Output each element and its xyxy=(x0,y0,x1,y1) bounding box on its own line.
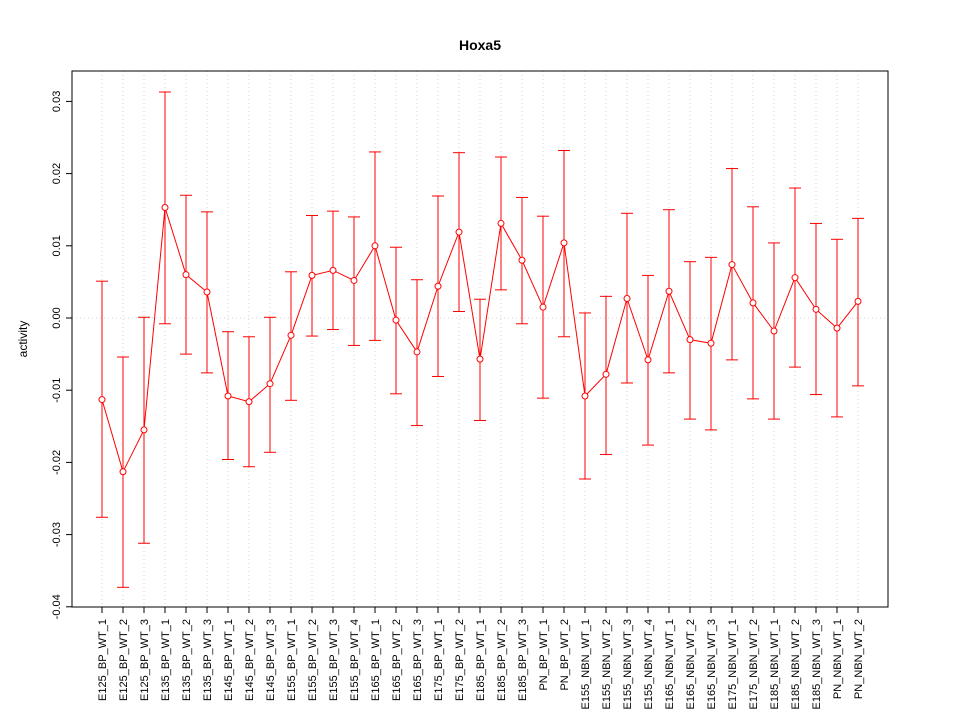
x-tick-label: E175_NBN_WT_2 xyxy=(748,619,760,710)
x-tick-label: E145_BP_WT_1 xyxy=(223,619,235,701)
x-tick-label: E125_BP_WT_3 xyxy=(139,619,151,701)
x-tick-label: E145_BP_WT_3 xyxy=(265,619,277,701)
y-tick-label: -0.03 xyxy=(51,522,63,547)
y-tick-label: -0.02 xyxy=(51,450,63,475)
data-point xyxy=(518,256,526,264)
x-tick-label: E185_BP_WT_2 xyxy=(496,619,508,701)
data-point xyxy=(287,331,295,339)
data-point xyxy=(602,370,610,378)
x-tick-label: E125_BP_WT_2 xyxy=(118,619,130,701)
y-axis-label: activity xyxy=(16,321,30,358)
data-point xyxy=(791,274,799,282)
x-tick-label: E155_BP_WT_4 xyxy=(349,619,361,701)
x-tick-label: E155_NBN_WT_1 xyxy=(580,619,592,710)
x-tick-label: E155_NBN_WT_4 xyxy=(643,619,655,710)
data-point xyxy=(413,348,421,356)
y-tick-label: 0.00 xyxy=(51,307,63,328)
data-point xyxy=(686,336,694,344)
data-point xyxy=(749,299,757,307)
data-point xyxy=(476,355,484,363)
x-tick-label: E175_NBN_WT_1 xyxy=(727,619,739,710)
x-tick-label: E165_BP_WT_2 xyxy=(391,619,403,701)
data-point xyxy=(392,316,400,324)
data-point xyxy=(350,276,358,284)
y-tick-label: -0.01 xyxy=(51,378,63,403)
y-tick-label: -0.04 xyxy=(51,594,63,619)
x-axis: E125_BP_WT_1 E125_BP_WT_2 E125_BP_WT_3 E135… xyxy=(97,607,865,710)
x-tick-label: PN_BP_WT_1 xyxy=(538,619,550,691)
data-point xyxy=(539,303,547,311)
data-point xyxy=(560,239,568,247)
x-tick-label: E135_BP_WT_2 xyxy=(181,619,193,701)
y-tick-label: 0.01 xyxy=(51,235,63,256)
data-point xyxy=(644,356,652,364)
x-tick-label: E135_BP_WT_3 xyxy=(202,619,214,701)
x-tick-label: E145_BP_WT_2 xyxy=(244,619,256,701)
data-point xyxy=(812,305,820,313)
chart-title: Hoxa5 xyxy=(459,37,501,53)
data-point xyxy=(371,242,379,250)
x-tick-label: PN_NBN_WT_1 xyxy=(832,619,844,699)
x-tick-label: E175_BP_WT_1 xyxy=(433,619,445,701)
data-point xyxy=(434,282,442,290)
x-tick-label: E185_NBN_WT_2 xyxy=(790,619,802,710)
data-point xyxy=(623,295,631,303)
x-tick-label: E185_NBN_WT_3 xyxy=(811,619,823,710)
x-tick-label: E155_BP_WT_1 xyxy=(286,619,298,701)
data-point xyxy=(224,392,232,400)
x-tick-label: E155_BP_WT_2 xyxy=(307,619,319,701)
x-tick-label: E155_NBN_WT_3 xyxy=(622,619,634,710)
x-tick-label: E185_BP_WT_3 xyxy=(517,619,529,701)
data-point xyxy=(497,219,505,227)
data-point xyxy=(161,204,169,212)
x-tick-label: E165_BP_WT_3 xyxy=(412,619,424,701)
data-point xyxy=(770,327,778,335)
x-tick-label: E165_NBN_WT_3 xyxy=(706,619,718,710)
data-point xyxy=(98,396,106,404)
data-point xyxy=(308,271,316,279)
data-point xyxy=(728,261,736,269)
data-point xyxy=(854,297,862,305)
data-point xyxy=(707,339,715,347)
x-tick-label: E135_BP_WT_1 xyxy=(160,619,172,701)
data-point xyxy=(581,392,589,400)
y-tick-label: 0.03 xyxy=(51,91,63,112)
y-axis: -0.04 -0.03 -0.02 -0.01 0.00 0.01 0.02 0.03 xyxy=(51,91,72,619)
y-tick-label: 0.02 xyxy=(51,163,63,184)
x-tick-label: E165_BP_WT_1 xyxy=(370,619,382,701)
data-point xyxy=(140,426,148,434)
data-point xyxy=(182,271,190,279)
data-point xyxy=(203,288,211,296)
x-tick-label: E165_NBN_WT_1 xyxy=(664,619,676,710)
data-point-layer xyxy=(98,204,862,476)
x-tick-label: E185_NBN_WT_1 xyxy=(769,619,781,710)
x-tick-label: PN_NBN_WT_2 xyxy=(853,619,865,699)
error-bar-layer xyxy=(96,91,864,588)
x-tick-label: E185_BP_WT_1 xyxy=(475,619,487,701)
x-tick-label: PN_BP_WT_2 xyxy=(559,619,571,691)
x-tick-label: E155_BP_WT_3 xyxy=(328,619,340,701)
x-tick-label: E165_NBN_WT_2 xyxy=(685,619,697,710)
x-tick-label: E175_BP_WT_2 xyxy=(454,619,466,701)
data-point xyxy=(833,324,841,332)
data-point xyxy=(665,287,673,295)
data-point xyxy=(266,380,274,388)
x-tick-label: E155_NBN_WT_2 xyxy=(601,619,613,710)
data-point xyxy=(119,468,127,476)
x-tick-label: E125_BP_WT_1 xyxy=(97,619,109,701)
data-point xyxy=(245,398,253,406)
data-point xyxy=(455,228,463,236)
data-point xyxy=(329,266,337,274)
